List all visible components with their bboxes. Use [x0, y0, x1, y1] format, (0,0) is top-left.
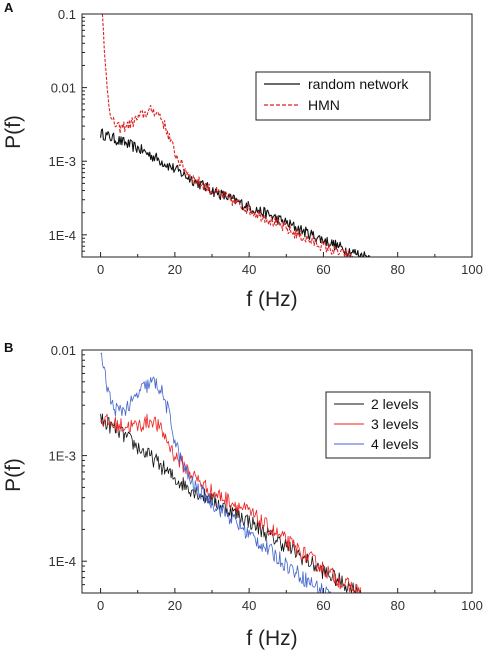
x-tick-label: 80 [390, 598, 404, 613]
series-line-4-levels [100, 352, 332, 594]
panel-b-legend-label-3-levels: 3 levels [371, 416, 418, 432]
panel-a-series [100, 13, 372, 258]
x-tick-label: 0 [97, 598, 104, 613]
panel-b-legend: 2 levels 3 levels 4 levels [325, 391, 431, 459]
y-tick-label: 1E-3 [49, 449, 76, 464]
panel-a-y-axis-label: P(f) [2, 115, 25, 149]
panel-b-legend-box [325, 391, 431, 459]
panel-b-letter: B [4, 340, 13, 355]
series-line-hmn [101, 13, 354, 258]
panel-a-plot-frame [81, 13, 473, 258]
x-tick-label: 20 [168, 262, 182, 277]
panel-a-letter: A [4, 0, 14, 15]
y-tick-label: 0.1 [58, 7, 76, 22]
panel-a-legend-label-random-network: random network [308, 76, 409, 92]
panel-b-legend-label-2-levels: 2 levels [371, 396, 418, 412]
x-tick-label: 100 [461, 598, 483, 613]
y-tick-label: 0.01 [51, 81, 76, 96]
y-tick-label: 1E-3 [49, 154, 76, 169]
x-tick-label: 20 [168, 598, 182, 613]
series-line-2-levels [100, 413, 361, 594]
y-tick-label: 1E-4 [49, 228, 76, 243]
series-line-random-network [100, 128, 372, 258]
panel-b-ticks: 0 20 40 60 80 100 0.01 1E-3 1E-4 [49, 343, 483, 613]
x-tick-label: 40 [242, 262, 256, 277]
x-tick-label: 60 [316, 598, 330, 613]
x-tick-label: 40 [242, 598, 256, 613]
x-tick-label: 60 [316, 262, 330, 277]
panel-a: A 0 20 40 60 80 100 0.1 0.01 1E-3 1E-4 f (Hz) P(f… [2, 0, 483, 311]
x-tick-label: 0 [97, 262, 104, 277]
panel-b-series [100, 352, 361, 594]
panel-b-y-axis-label: P(f) [2, 458, 25, 492]
x-tick-label: 80 [390, 262, 404, 277]
panel-b-legend-label-4-levels: 4 levels [371, 436, 418, 452]
panel-a-legend: random network HMN [255, 71, 431, 121]
y-tick-label: 1E-4 [49, 554, 76, 569]
panel-a-x-axis-label: f (Hz) [246, 288, 297, 311]
panel-a-legend-box [255, 71, 431, 121]
panel-b-x-axis-label: f (Hz) [246, 627, 297, 650]
series-line-3-levels [100, 413, 361, 594]
panel-a-legend-label-hmn: HMN [308, 97, 340, 113]
y-tick-label: 0.01 [51, 343, 76, 358]
panel-b-plot-frame [81, 349, 473, 594]
x-tick-label: 100 [461, 262, 483, 277]
panel-b: B 0 20 40 60 80 100 0.01 1E-3 1E-4 f (Hz) P(f) 2… [2, 340, 483, 650]
panel-a-ticks: 0 20 40 60 80 100 0.1 0.01 1E-3 1E-4 [49, 7, 483, 277]
